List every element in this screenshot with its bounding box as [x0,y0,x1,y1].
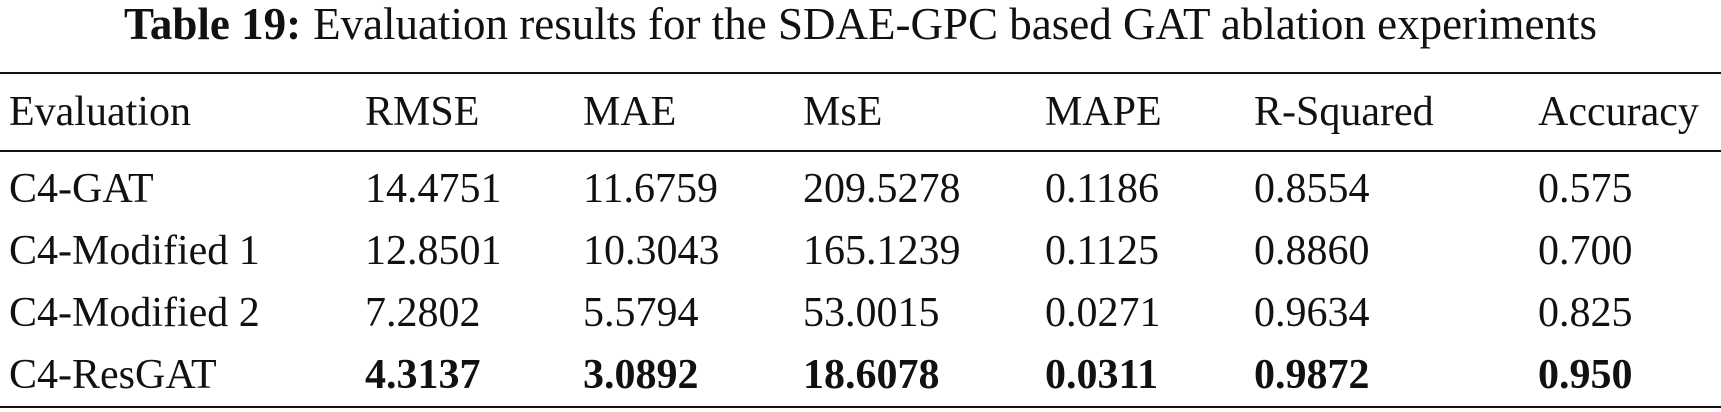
table-cell: 0.0311 [1045,352,1159,398]
table-cell: 0.1186 [1045,166,1159,212]
table-cell: 0.8554 [1254,166,1370,212]
header-cell: MsE [803,89,883,135]
table-cell: 53.0015 [803,290,940,336]
caption-text: Evaluation results for the SDAE-GPC base… [313,0,1598,49]
caption-label: Table 19: [123,0,302,49]
table-cell: 0.8860 [1254,228,1370,274]
top-rule [0,72,1721,74]
header-cell: MAPE [1045,89,1162,135]
table-cell: 5.5794 [583,290,699,336]
table-cell: 3.0892 [583,352,699,398]
table-cell: 0.1125 [1045,228,1159,274]
table-cell: 4.3137 [365,352,481,398]
header-rule [0,150,1721,152]
row-label: C4-GAT [9,166,154,212]
table-cell: 0.950 [1538,352,1633,398]
table-cell: 0.825 [1538,290,1633,336]
table-cell: 0.9634 [1254,290,1370,336]
header-cell: RMSE [365,89,480,135]
header-cell: Accuracy [1538,89,1699,135]
row-label: C4-Modified 1 [9,228,260,274]
table-cell: 0.9872 [1254,352,1370,398]
table-cell: 11.6759 [583,166,718,212]
row-label: C4-Modified 2 [9,290,260,336]
table-cell: 0.575 [1538,166,1633,212]
header-cell: Evaluation [9,89,191,135]
row-label: C4-ResGAT [9,352,217,398]
table-cell: 10.3043 [583,228,720,274]
table-cell: 0.0271 [1045,290,1161,336]
table-cell: 12.8501 [365,228,502,274]
table-cell: 18.6078 [803,352,940,398]
table-cell: 14.4751 [365,166,502,212]
table-cell: 209.5278 [803,166,961,212]
header-cell: MAE [583,89,677,135]
table-caption: Table 19: Evaluation results for the SDAE… [0,0,1721,48]
table-cell: 165.1239 [803,228,961,274]
table-cell: 7.2802 [365,290,481,336]
bottom-rule [0,406,1721,408]
table-cell: 0.700 [1538,228,1633,274]
header-cell: R-Squared [1254,89,1434,135]
